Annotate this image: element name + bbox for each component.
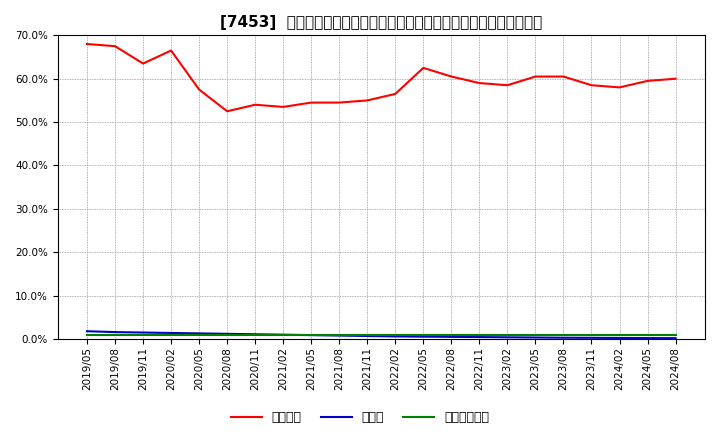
自己資本 [615,85,624,90]
自己資本 [307,100,315,105]
のれん [222,331,231,337]
繰延税金資産 [391,333,400,338]
自己資本 [167,48,176,53]
Line: 自己資本: 自己資本 [87,44,675,111]
繰延税金資産 [222,333,231,338]
自己資本 [139,61,148,66]
のれん [391,334,400,339]
繰延税金資産 [251,333,259,338]
自己資本 [419,65,428,70]
のれん [588,335,596,341]
のれん [419,334,428,339]
自己資本 [363,98,372,103]
自己資本 [643,78,652,84]
自己資本 [671,76,680,81]
繰延税金資産 [111,333,120,338]
Title: [7453]  自己資本、のれん、繰延税金資産の総資産に対する比率の推移: [7453] 自己資本、のれん、繰延税金資産の総資産に対する比率の推移 [220,15,542,30]
繰延税金資産 [671,333,680,338]
のれん [111,330,120,335]
のれん [167,330,176,336]
のれん [83,329,91,334]
Legend: 自己資本, のれん, 繰延税金資産: 自己資本, のれん, 繰延税金資産 [225,407,495,429]
自己資本 [335,100,343,105]
自己資本 [111,44,120,49]
繰延税金資産 [559,333,568,338]
繰延税金資産 [139,333,148,338]
のれん [447,334,456,340]
のれん [531,335,540,340]
自己資本 [475,81,484,86]
のれん [335,333,343,338]
自己資本 [391,91,400,96]
繰延税金資産 [588,333,596,338]
自己資本 [251,102,259,107]
のれん [363,334,372,339]
繰延税金資産 [195,333,204,338]
繰延税金資産 [335,333,343,338]
繰延税金資産 [363,333,372,338]
繰延税金資産 [419,333,428,338]
自己資本 [83,41,91,47]
のれん [251,332,259,337]
のれん [503,335,512,340]
自己資本 [503,83,512,88]
のれん [195,331,204,336]
繰延税金資産 [307,333,315,338]
自己資本 [559,74,568,79]
自己資本 [279,104,287,110]
繰延税金資産 [475,333,484,338]
自己資本 [222,109,231,114]
のれん [643,335,652,341]
Line: のれん: のれん [87,331,675,338]
のれん [307,333,315,338]
繰延税金資産 [167,333,176,338]
繰延税金資産 [531,333,540,338]
繰延税金資産 [447,333,456,338]
のれん [559,335,568,341]
自己資本 [447,74,456,79]
のれん [615,335,624,341]
のれん [475,334,484,340]
のれん [671,336,680,341]
繰延税金資産 [279,333,287,338]
自己資本 [531,74,540,79]
繰延税金資産 [615,333,624,338]
繰延税金資産 [83,333,91,338]
繰延税金資産 [503,333,512,338]
自己資本 [195,87,204,92]
のれん [279,332,287,337]
のれん [139,330,148,335]
自己資本 [588,83,596,88]
繰延税金資産 [643,333,652,338]
